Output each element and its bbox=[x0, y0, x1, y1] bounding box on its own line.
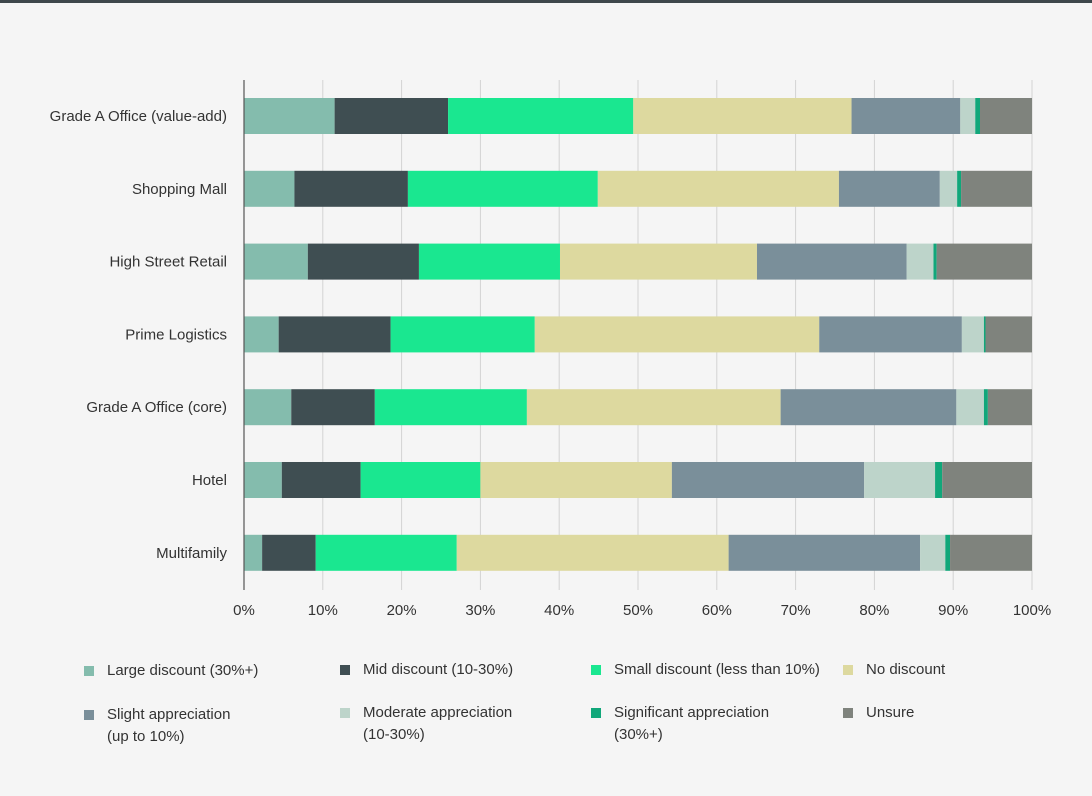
bar-segment bbox=[780, 389, 957, 426]
bar-segment bbox=[244, 243, 308, 280]
bar-segment bbox=[985, 316, 1032, 353]
x-tick-label: 70% bbox=[781, 602, 811, 619]
legend-swatch bbox=[84, 710, 94, 720]
bar-segment bbox=[920, 534, 946, 571]
bar-segment bbox=[526, 389, 781, 426]
bar-segment bbox=[315, 534, 457, 571]
bar-segment bbox=[671, 462, 865, 498]
legend-label: Mid discount (10-30%) bbox=[363, 661, 514, 678]
bar-segment bbox=[294, 170, 408, 207]
legend-label: Unsure bbox=[866, 704, 915, 721]
category-label: Grade A Office (value-add) bbox=[50, 108, 227, 125]
top-rule bbox=[0, 0, 1092, 3]
bar-segment bbox=[961, 316, 984, 353]
bar-segment bbox=[278, 316, 391, 353]
x-tick-label: 30% bbox=[465, 602, 495, 619]
bar-segment bbox=[961, 170, 1032, 207]
bar-segment bbox=[390, 316, 535, 353]
legend-swatch bbox=[591, 665, 601, 675]
bar-segment bbox=[407, 170, 598, 207]
bar-segment bbox=[756, 243, 907, 280]
stacked-bar-chart: 0% 10% 20% 30% 40% 50% 60% 70% 80% 90% 100% Grade A… bbox=[50, 80, 1051, 619]
legend-label-line2: (up to 10%) bbox=[107, 728, 185, 745]
bar-segment bbox=[262, 534, 316, 571]
legend-swatch bbox=[340, 665, 350, 675]
legend-swatch bbox=[591, 708, 601, 718]
bar-segment bbox=[244, 316, 279, 353]
bar-segment bbox=[945, 534, 951, 571]
bar-segment bbox=[480, 462, 672, 498]
x-tick-label: 60% bbox=[702, 602, 732, 619]
bar-segment bbox=[281, 462, 361, 498]
bar-segment bbox=[987, 389, 1032, 426]
bar-segment bbox=[864, 462, 936, 498]
x-tick-label: 100% bbox=[1013, 602, 1051, 619]
bar-segment bbox=[334, 98, 449, 134]
legend-swatch bbox=[843, 708, 853, 718]
legend-label: No discount bbox=[866, 661, 946, 678]
legend-swatch bbox=[340, 708, 350, 718]
bar-segment bbox=[728, 534, 921, 571]
bar-segment bbox=[597, 170, 839, 207]
bar-segment bbox=[456, 534, 729, 571]
bar-segment bbox=[979, 98, 1032, 134]
category-label: Multifamily bbox=[156, 545, 227, 562]
legend-swatch bbox=[843, 665, 853, 675]
bar-segment bbox=[244, 170, 295, 207]
category-label: Shopping Mall bbox=[132, 181, 227, 198]
bar-segment bbox=[935, 462, 943, 498]
legend-label-line2: (30%+) bbox=[614, 726, 663, 743]
bar-segment bbox=[374, 389, 527, 426]
bar-segment bbox=[906, 243, 934, 280]
legend-label: Significant appreciation bbox=[614, 704, 770, 721]
bar-segment bbox=[851, 98, 961, 134]
category-label: Prime Logistics bbox=[125, 326, 227, 343]
bar-segment bbox=[956, 389, 984, 426]
bar-segment bbox=[950, 534, 1032, 571]
x-tick-label: 0% bbox=[233, 602, 255, 619]
bar-segment bbox=[244, 98, 335, 134]
bar-segment bbox=[360, 462, 481, 498]
legend-label: Small discount (less than 10%) bbox=[614, 661, 820, 678]
legend-label: Large discount (30%+) bbox=[107, 662, 259, 679]
bar-segment bbox=[559, 243, 757, 280]
x-tick-label: 20% bbox=[387, 602, 417, 619]
x-tick-label: 90% bbox=[938, 602, 968, 619]
x-tick-label: 50% bbox=[623, 602, 653, 619]
category-label: High Street Retail bbox=[109, 254, 227, 271]
bar-segment bbox=[244, 462, 282, 498]
category-label: Grade A Office (core) bbox=[86, 399, 227, 416]
bar-segment bbox=[957, 170, 962, 207]
bar-segment bbox=[983, 316, 986, 353]
bar-segment bbox=[418, 243, 560, 280]
bar-segment bbox=[307, 243, 419, 280]
bar-segment bbox=[448, 98, 634, 134]
bar-segment bbox=[975, 98, 980, 134]
legend-swatch bbox=[84, 666, 94, 676]
bar-segment bbox=[939, 170, 958, 207]
bar-segment bbox=[291, 389, 375, 426]
bar-segment bbox=[819, 316, 962, 353]
legend-label: Slight appreciation bbox=[107, 706, 231, 723]
bar-segment bbox=[936, 243, 1032, 280]
category-label: Hotel bbox=[192, 472, 227, 489]
bar-segment bbox=[244, 534, 263, 571]
x-tick-label: 80% bbox=[859, 602, 889, 619]
x-tick-label: 10% bbox=[308, 602, 338, 619]
legend-label-line2: (10-30%) bbox=[363, 726, 425, 743]
bar-segment bbox=[983, 389, 988, 426]
bar-segment bbox=[960, 98, 976, 134]
bar-segment bbox=[534, 316, 820, 353]
bar-segment bbox=[244, 389, 292, 426]
legend: Large discount (30%+) Mid discount (10-3… bbox=[84, 658, 1084, 788]
bar-segment bbox=[933, 243, 937, 280]
bar-segment bbox=[942, 462, 1032, 498]
legend-label: Moderate appreciation bbox=[363, 704, 513, 721]
x-tick-label: 40% bbox=[544, 602, 574, 619]
bar-segment bbox=[633, 98, 852, 134]
bar-segment bbox=[838, 170, 940, 207]
